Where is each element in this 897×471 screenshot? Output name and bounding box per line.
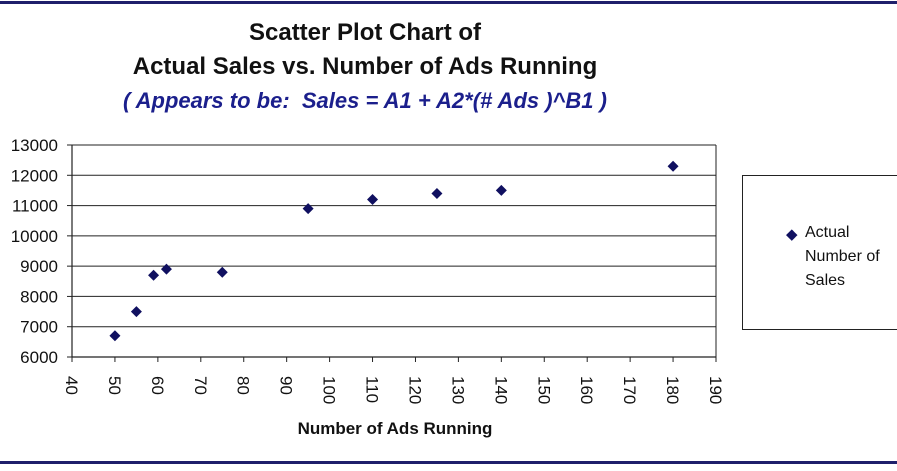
x-tick-label: 50 <box>105 376 124 395</box>
data-points <box>109 160 679 342</box>
data-point <box>216 266 228 278</box>
y-tick-label: 11000 <box>12 197 58 216</box>
data-point <box>130 306 142 318</box>
frame-top-rule <box>0 1 897 4</box>
chart-title-line-2: Actual Sales vs. Number of Ads Running <box>132 53 598 80</box>
y-tick-label: 10000 <box>11 227 58 246</box>
chart-title-line-1: Scatter Plot Chart of <box>248 19 482 46</box>
y-tick-labels: 6000 7000 8000 9000 10000 11000 12000 13000 <box>11 136 58 367</box>
x-tick-label: 90 <box>277 376 296 395</box>
y-tick-label: 13000 <box>11 136 58 155</box>
data-point <box>495 184 507 196</box>
x-tick-label: 130 <box>448 376 467 404</box>
x-tick-label: 120 <box>405 376 424 404</box>
grid-lines <box>67 144 716 358</box>
x-tick-label: 80 <box>234 376 253 395</box>
frame-bottom-rule <box>0 461 897 464</box>
data-point <box>160 263 172 275</box>
y-tick-label: 9000 <box>20 257 58 276</box>
x-axis-label: Number of Ads Running <box>298 419 493 438</box>
x-tick-label: 160 <box>577 376 596 404</box>
data-point <box>148 269 160 281</box>
diamond-icon: ◆ <box>786 226 798 243</box>
legend-line-2: Number of <box>805 248 880 265</box>
legend-entry-label: Actual Number of Sales <box>805 221 897 293</box>
data-point <box>109 330 121 342</box>
x-tick-label: 40 <box>62 376 81 395</box>
x-tick-label: 70 <box>191 376 210 395</box>
legend-line-3: Sales <box>805 272 846 289</box>
data-point <box>667 160 679 172</box>
x-tick-label: 110 <box>363 376 382 403</box>
data-point <box>367 194 379 206</box>
x-tick-label: 150 <box>534 376 553 404</box>
y-tick-label: 6000 <box>20 348 58 367</box>
chart-subtitle: ( Appears to be: Sales = A1 + A2*(# Ads … <box>123 88 607 113</box>
x-tick-label: 190 <box>706 376 725 404</box>
x-tick-labels: 40 50 60 70 80 90 100 110 120 130 140 150 160 170 180 1… <box>62 376 725 404</box>
data-point <box>302 203 314 215</box>
data-point <box>431 187 443 199</box>
chart-legend: ◆ Actual Number of Sales <box>742 175 897 330</box>
x-tick-label: 140 <box>491 376 510 404</box>
y-tick-label: 8000 <box>20 287 58 306</box>
x-tick-label: 100 <box>320 376 339 404</box>
y-tick-label: 7000 <box>20 318 58 337</box>
axes <box>71 145 717 362</box>
legend-line-1: Actual <box>805 224 850 241</box>
x-tick-label: 180 <box>663 376 682 404</box>
y-tick-label: 12000 <box>11 166 58 185</box>
x-tick-label: 170 <box>620 376 639 404</box>
x-tick-label: 60 <box>148 376 167 395</box>
